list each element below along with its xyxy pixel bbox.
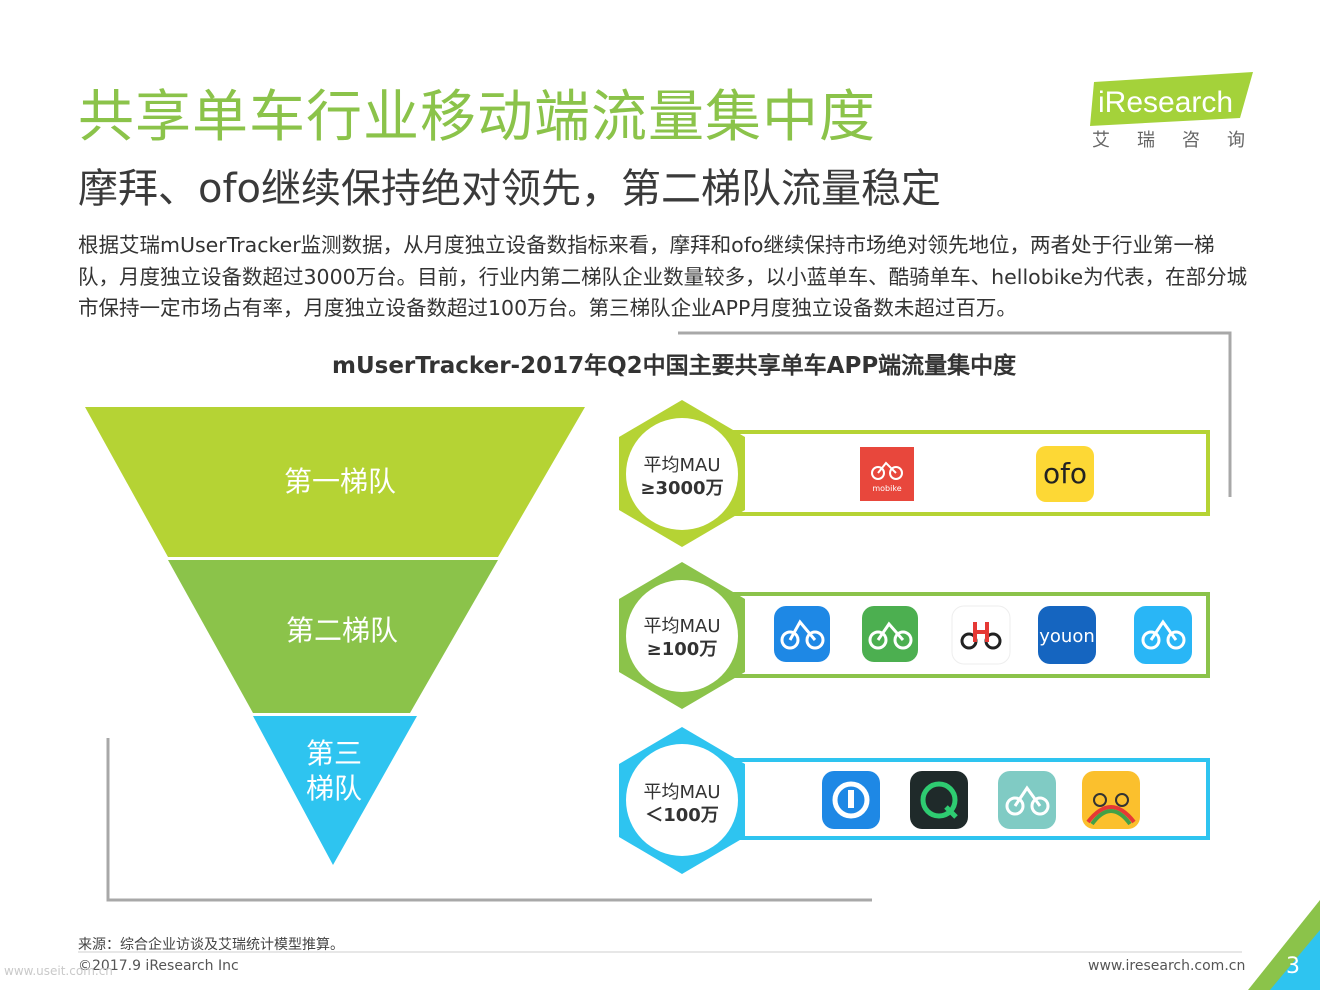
youon-label: youon [1039,626,1095,647]
ofo-icon: ofo [1036,446,1094,502]
rainbow-bike-icon [1082,771,1140,829]
logo-brand: iResearch [1098,86,1233,119]
copyright: ©2017.9 iResearch Inc [78,958,239,974]
tier-3-mau-label: 平均MAU [643,782,720,803]
body-paragraph: 根据艾瑞mUserTracker监测数据，从月度独立设备数指标来看，摩拜和ofo… [78,233,1248,320]
tier-3-label-line1: 第三 [306,737,362,770]
bike-blue-icon [1134,606,1192,664]
mobike-icon: mobike [860,447,914,501]
mobike-label: mobike [872,484,901,493]
tier-1-mau-value: ≥3000万 [640,478,723,499]
hellobike-icon [951,605,1011,665]
tier-2-mau-label: 平均MAU [643,616,720,637]
tier-1-label: 第一梯队 [284,465,396,498]
page-title: 共享单车行业移动端流量集中度 [78,85,876,150]
funnel-tier-2 [168,560,498,713]
tier-1-mau-label: 平均MAU [643,455,720,476]
tier-1-app-box [706,430,1210,516]
page-number: 3 [1286,954,1300,979]
frame-line-bottom [106,738,872,902]
funnel-tier-1 [85,407,585,557]
tier-3-label-line2: 梯队 [306,772,362,805]
teal-bike-icon [998,771,1056,829]
iresearch-logo: iResearch [1090,72,1253,126]
loop-icon [822,771,880,829]
logo-chinese: 艾瑞咨询 [1092,130,1272,151]
site-url: www.iresearch.com.cn [1088,958,1246,974]
youon-icon: youon [1038,606,1096,664]
q-icon [910,771,968,829]
source-note: 来源：综合企业访谈及艾瑞统计模型推算。 [78,937,344,953]
coolqi-icon [862,606,918,662]
chart-title: mUserTracker-2017年Q2中国主要共享单车APP端流量集中度 [332,353,1017,379]
bluegogo-icon [774,606,830,662]
funnel-tier-3 [253,716,417,865]
watermark: www.useit.com.cn [4,964,113,978]
ofo-label: ofo [1043,457,1087,490]
frame-line-top [678,331,1232,497]
tier-3-mau-value: ＜100万 [645,805,719,826]
tier-2-label: 第二梯队 [286,614,398,647]
page-subtitle: 摩拜、ofo继续保持绝对领先，第二梯队流量稳定 [78,166,942,212]
tier-2-mau-value: ≥100万 [647,639,718,660]
